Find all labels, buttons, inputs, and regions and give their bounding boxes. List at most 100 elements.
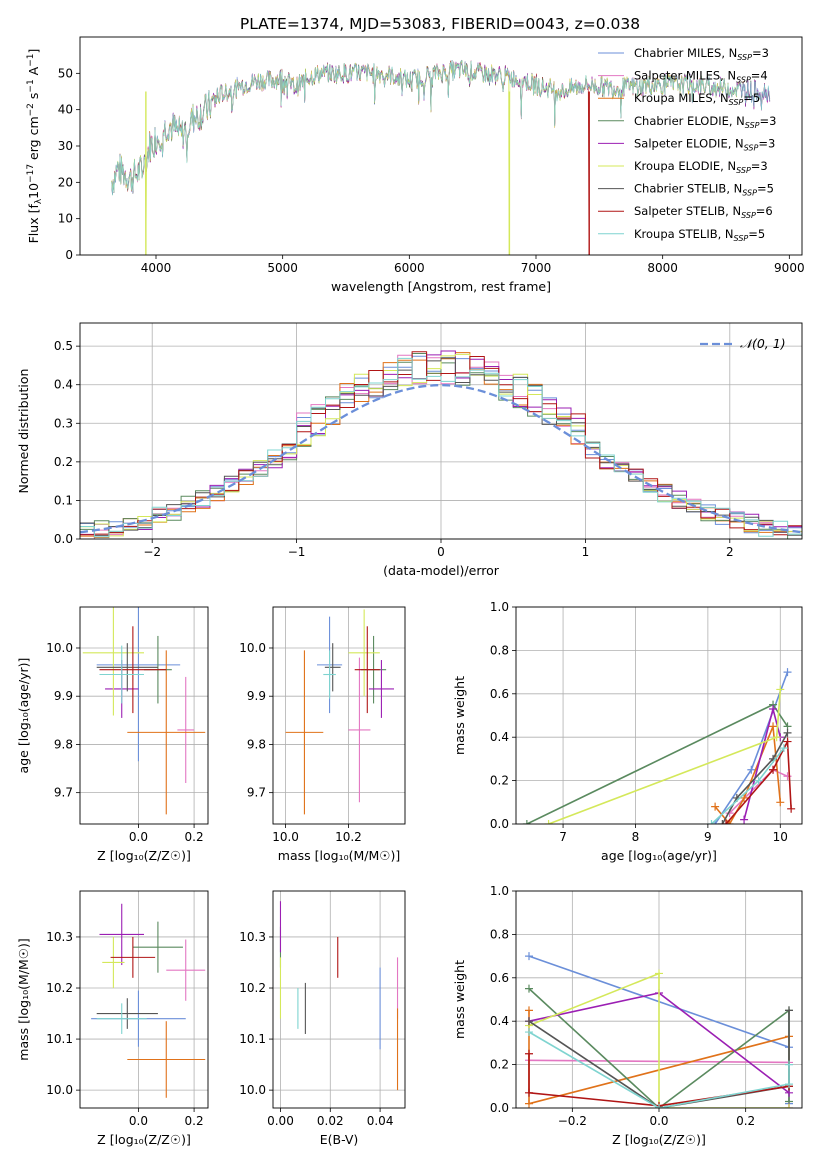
y-tick-label: 0.3 xyxy=(54,416,73,430)
x-axis-label: mass [log₁₀(M/M☉)] xyxy=(278,848,400,863)
x-tick-label: 4000 xyxy=(141,261,172,275)
y-tick-label: 10.0 xyxy=(46,641,73,655)
x-tick-label: 8 xyxy=(632,830,640,844)
x-tick-label: −0.2 xyxy=(558,1114,587,1128)
mass-weight-line xyxy=(528,1031,790,1108)
x-tick-label: 9000 xyxy=(774,261,805,275)
x-axis-label: Z [log₁₀(Z/Z☉)] xyxy=(612,1132,706,1147)
axes-age-vs-Z: 0.0 0.2 9.7 9.8 9.9 10.0 Z [log₁₀(Z/Z☉)] age [l… xyxy=(16,606,209,863)
mass-weight-marker xyxy=(525,1006,533,1015)
mass-weight-marker xyxy=(769,722,778,731)
mass-weight-marker xyxy=(785,1104,793,1108)
mass-weight-marker xyxy=(783,728,792,737)
mass-weight-line xyxy=(725,738,792,824)
x-axis-label: age [log₁₀(age/yr)] xyxy=(601,848,717,863)
legend-label: 𝒩(0, 1) xyxy=(740,336,786,351)
y-axis-label: mass weight xyxy=(452,960,467,1039)
y-tick-label: 10.3 xyxy=(239,930,266,944)
mass-weight-marker xyxy=(740,793,749,802)
y-tick-label: 10.1 xyxy=(46,1032,73,1046)
y-tick-label: 0.2 xyxy=(490,774,509,788)
plot-area-mass-vs-Z xyxy=(91,903,206,1098)
legend-label: Chabrier STELIB, NSSP=5 xyxy=(634,182,774,198)
panel-massweight-vs-age: 7 8 9 10 0.0 0.2 0.4 0.6 0.8 1.0 age [log₁₀(age/yr… xyxy=(452,600,803,863)
mass-weight-marker xyxy=(544,820,553,824)
y-tick-label: 0.5 xyxy=(54,339,73,353)
axes-frame xyxy=(79,890,209,1109)
x-axis-label: (data-model)/error xyxy=(383,563,500,578)
mass-weight-marker xyxy=(769,704,778,713)
y-axis-label: mass weight xyxy=(452,676,467,755)
mass-weight-marker xyxy=(655,969,663,978)
mass-weight-marker xyxy=(718,820,727,824)
mass-weight-marker xyxy=(787,804,796,813)
y-tick-label: 10 xyxy=(58,212,73,226)
x-axis-label: Z [log₁₀(Z/Z☉)] xyxy=(97,848,191,863)
mass-weight-marker xyxy=(525,1088,533,1097)
mass-weight-marker xyxy=(747,765,756,774)
y-axis-label: Flux [fλ10−17 erg cm−2 s−1 A−1] xyxy=(26,49,44,244)
y-tick-label: 10.1 xyxy=(239,1032,266,1046)
x-axis-label: Z [log₁₀(Z/Z☉)] xyxy=(97,1132,191,1147)
y-tick-label: 9.9 xyxy=(54,689,73,703)
axes-residuals: −2 −1 0 1 2 0.0 0.1 0.2 0.3 0.4 0.5 (data-model)/er… xyxy=(16,322,803,578)
axes-massweight-vs-Z: −0.2 0.0 0.2 0.0 0.2 0.4 0.6 0.8 1.0 Z [log₁₀(Z/Z… xyxy=(452,884,803,1147)
mass-weight-marker xyxy=(776,798,785,807)
x-axis-label: wavelength [Angstrom, rest frame] xyxy=(331,279,551,294)
x-tick-label: 9 xyxy=(704,830,712,844)
y-tick-label: 10.2 xyxy=(239,981,266,995)
y-tick-label: 0 xyxy=(65,248,73,262)
histogram-step xyxy=(80,357,802,538)
y-axis-label: Normed distribution xyxy=(16,369,31,494)
y-axis-label: mass [log₁₀(M/M☉)] xyxy=(16,938,31,1060)
axes-age-vs-mass: 10.0 10.2 9.7 9.8 9.9 10.0 mass [log₁₀(M/M☉)] xyxy=(239,606,406,863)
x-tick-label: 0 xyxy=(437,545,445,559)
axes-frame xyxy=(79,606,209,825)
mass-weight-marker xyxy=(522,820,531,824)
plot-area-massweight-vs-age xyxy=(522,668,796,824)
panel-age-vs-Z: 0.0 0.2 9.7 9.8 9.9 10.0 Z [log₁₀(Z/Z☉)] age [l… xyxy=(16,606,209,863)
y-tick-label: 30 xyxy=(58,139,73,153)
panel-mass-vs-EBV: 0.00 0.02 0.04 10.0 10.1 10.2 10.3 E(B-V) xyxy=(239,890,406,1147)
axes-mass-vs-Z: 0.0 0.2 10.0 10.1 10.2 10.3 Z [log₁₀(Z/Z☉)] mas… xyxy=(16,890,209,1147)
x-tick-label: 0.0 xyxy=(129,1114,148,1128)
legend-label: Salpeter STELIB, NSSP=6 xyxy=(634,204,773,220)
plot-area-mass-vs-EBV xyxy=(279,901,399,1091)
x-tick-label: 5000 xyxy=(267,261,298,275)
legend-label: Kroupa MILES, NSSP=5 xyxy=(634,91,760,107)
x-tick-label: 0.02 xyxy=(317,1114,344,1128)
y-tick-label: 0.2 xyxy=(54,455,73,469)
axes-massweight-vs-age: 7 8 9 10 0.0 0.2 0.4 0.6 0.8 1.0 age [log₁₀(age/yr… xyxy=(452,600,803,863)
legend: Chabrier MILES, NSSP=3 Salpeter MILES, NS… xyxy=(598,46,776,243)
panel-mass-vs-Z: 0.0 0.2 10.0 10.1 10.2 10.3 Z [log₁₀(Z/Z☉)] mas… xyxy=(16,890,209,1147)
x-tick-label: 2 xyxy=(726,545,734,559)
mass-weight-marker xyxy=(725,820,734,824)
x-tick-label: 0.2 xyxy=(736,1114,755,1128)
x-tick-label: 10 xyxy=(773,830,788,844)
x-tick-label: −1 xyxy=(288,545,306,559)
mass-weight-marker xyxy=(783,737,792,746)
y-tick-label: 0.4 xyxy=(490,1014,509,1028)
y-tick-label: 0.8 xyxy=(490,643,509,657)
y-tick-label: 0.0 xyxy=(490,817,509,831)
mass-weight-line xyxy=(528,1010,790,1108)
axes-spectrum: 4000 5000 6000 7000 8000 9000 0 10 20 30 40 50 wavel… xyxy=(26,36,805,294)
x-tick-label: −2 xyxy=(143,545,161,559)
mass-weight-marker xyxy=(711,802,720,811)
plot-area-massweight-vs-Z xyxy=(525,952,793,1108)
plot-area-age-vs-Z xyxy=(82,607,206,815)
plot-area-residuals xyxy=(80,350,802,539)
axes-frame xyxy=(515,606,803,825)
y-tick-label: 10.0 xyxy=(239,1083,266,1097)
spectrum-line xyxy=(111,60,771,196)
axes-mass-vs-EBV: 0.00 0.02 0.04 10.0 10.1 10.2 10.3 E(B-V) xyxy=(239,890,406,1147)
mass-weight-marker xyxy=(525,984,533,993)
y-tick-label: 1.0 xyxy=(490,600,509,614)
mass-weight-marker xyxy=(776,685,785,694)
x-tick-label: 0.2 xyxy=(185,830,204,844)
histogram-step xyxy=(80,357,802,536)
y-tick-label: 50 xyxy=(58,66,73,80)
y-tick-label: 0.6 xyxy=(490,687,509,701)
x-tick-label: 0.0 xyxy=(649,1114,668,1128)
